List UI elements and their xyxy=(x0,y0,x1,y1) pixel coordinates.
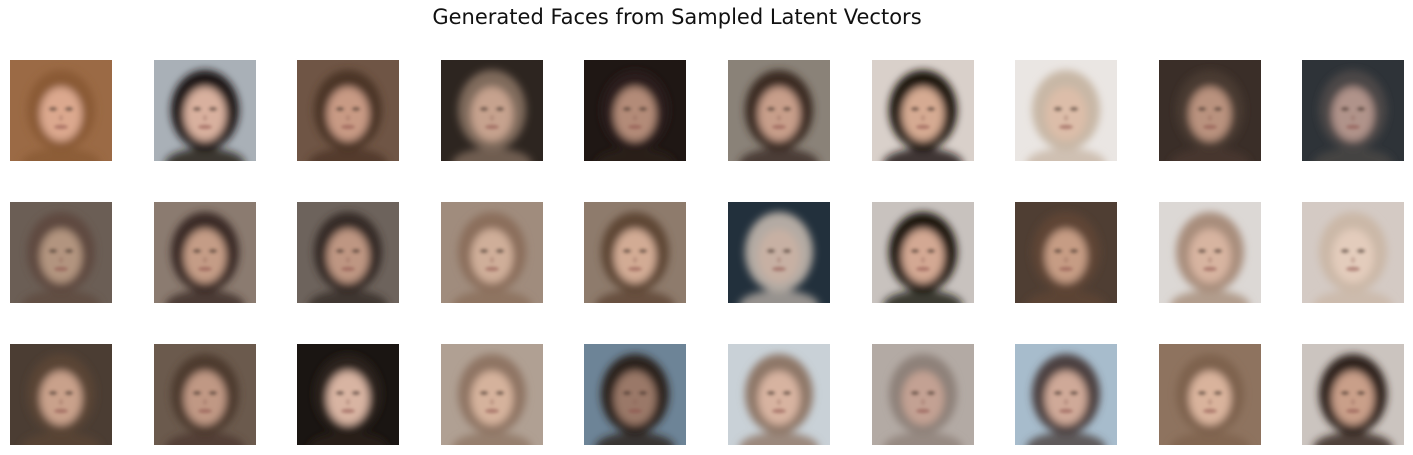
generated-face-image xyxy=(728,60,830,161)
generated-face-image xyxy=(584,202,686,303)
generated-face-image xyxy=(441,60,543,161)
generated-face-image xyxy=(10,344,112,445)
generated-face-image xyxy=(872,202,974,303)
generated-face-image xyxy=(154,344,256,445)
generated-face-image xyxy=(297,60,399,161)
generated-face-image xyxy=(872,60,974,161)
generated-face-image xyxy=(1015,344,1117,445)
generated-face-image xyxy=(1159,344,1261,445)
generated-face-image xyxy=(154,60,256,161)
generated-face-image xyxy=(1159,202,1261,303)
generated-face-image xyxy=(441,344,543,445)
generated-face-image xyxy=(10,60,112,161)
generated-face-image xyxy=(154,202,256,303)
generated-face-image xyxy=(1159,60,1261,161)
generated-face-image xyxy=(584,60,686,161)
generated-face-image xyxy=(10,202,112,303)
face-grid xyxy=(10,60,1404,446)
generated-face-image xyxy=(297,202,399,303)
generated-face-image xyxy=(1015,60,1117,161)
generated-face-image xyxy=(872,344,974,445)
generated-face-image xyxy=(1302,344,1404,445)
generated-face-image xyxy=(1015,202,1117,303)
generated-face-image xyxy=(1302,202,1404,303)
generated-face-image xyxy=(584,344,686,445)
generated-face-image xyxy=(728,344,830,445)
generated-face-image xyxy=(728,202,830,303)
generated-face-image xyxy=(441,202,543,303)
generated-face-image xyxy=(1302,60,1404,161)
figure-title: Generated Faces from Sampled Latent Vect… xyxy=(432,5,922,29)
generated-face-image xyxy=(297,344,399,445)
